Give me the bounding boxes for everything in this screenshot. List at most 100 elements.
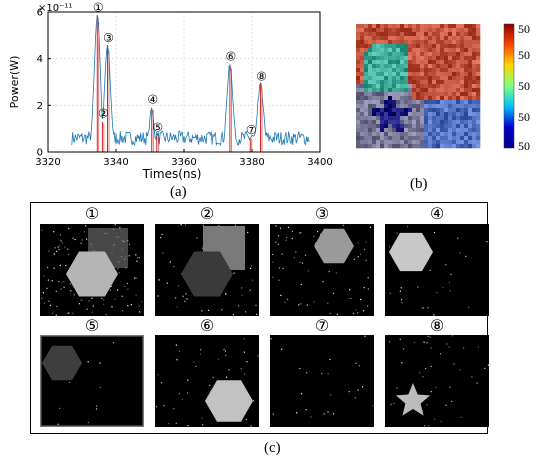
speckle <box>161 233 163 236</box>
heatmap-cell <box>396 92 401 97</box>
speckle <box>127 305 129 307</box>
heatmap-cell <box>464 144 469 149</box>
heatmap-cell <box>428 112 433 117</box>
heatmap-cell <box>444 68 449 73</box>
heatmap-cell <box>396 104 401 109</box>
heatmap-cell <box>432 52 437 57</box>
speckle <box>300 303 302 305</box>
speckle <box>427 335 429 337</box>
heatmap-cell <box>400 136 405 141</box>
heatmap-cell <box>444 96 449 101</box>
speckle <box>321 373 323 375</box>
heatmap-cell <box>380 144 385 149</box>
heatmap-cell <box>424 44 429 49</box>
speckle <box>250 425 252 427</box>
speckle <box>63 286 65 288</box>
heatmap-cell <box>376 132 381 137</box>
heatmap-cell <box>404 32 409 37</box>
heatmap-cell <box>408 48 413 53</box>
chart-signal-trace <box>71 15 310 146</box>
heatmap-cell <box>448 136 453 141</box>
speckle <box>362 386 364 388</box>
heatmap-cell <box>440 112 445 117</box>
heatmap-cell <box>368 28 373 33</box>
speckle <box>187 379 189 381</box>
heatmap-cell <box>456 144 461 149</box>
heatmap-cell <box>472 60 477 65</box>
heatmap-cell <box>392 76 397 81</box>
heatmap-cell <box>444 116 449 121</box>
heatmap-cell <box>384 92 389 97</box>
heatmap-cell <box>408 40 413 45</box>
heatmap-cell <box>400 48 405 53</box>
heatmap-cell <box>384 52 389 57</box>
heatmap-cell <box>436 32 441 37</box>
heatmap-cell <box>432 68 437 73</box>
heatmap-cell <box>460 24 465 29</box>
heatmap-cell <box>448 48 453 53</box>
heatmap-cell <box>416 52 421 57</box>
heatmap-cell <box>412 52 417 57</box>
speckle <box>272 413 274 415</box>
speckle <box>110 285 112 287</box>
heatmap-cell <box>356 76 361 81</box>
heatmap-cell <box>376 84 381 89</box>
heatmap-cell <box>412 40 417 45</box>
speckle <box>422 307 424 309</box>
speckle <box>202 424 204 426</box>
speckle <box>81 239 83 241</box>
heatmap-cell <box>444 44 449 49</box>
heatmap-cell <box>448 100 453 105</box>
speckle <box>175 344 177 346</box>
heatmap-cell <box>476 68 481 73</box>
speckle <box>59 234 61 236</box>
heatmap-cell <box>388 96 393 101</box>
speckle <box>291 237 293 240</box>
speckle <box>272 253 274 256</box>
heatmap-cell <box>388 112 393 117</box>
heatmap-cell <box>408 60 413 65</box>
speckle <box>176 306 178 308</box>
hexagon-shape <box>66 251 118 297</box>
heatmap-cell <box>464 76 469 81</box>
heatmap-cell <box>360 128 365 133</box>
speckle <box>280 294 282 296</box>
heatmap-cell <box>372 52 377 57</box>
tile-label: ① <box>84 204 100 223</box>
heatmap-cell <box>476 112 481 117</box>
heatmap-cell <box>392 136 397 141</box>
heatmap-cell <box>416 92 421 97</box>
heatmap-cell <box>464 140 469 145</box>
heatmap-cell <box>384 68 389 73</box>
heatmap-cell <box>368 144 373 149</box>
heatmap-cell <box>356 144 361 149</box>
heatmap-cell <box>448 24 453 29</box>
speckle <box>424 425 426 427</box>
heatmap-cell <box>432 140 437 145</box>
speckle <box>459 252 461 254</box>
heatmap-cell <box>420 96 425 101</box>
heatmap-cell <box>384 104 389 109</box>
heatmap-cell <box>384 32 389 37</box>
heatmap-cell <box>408 84 413 89</box>
x-tick-label: 3340 <box>103 157 128 168</box>
heatmap-cell <box>372 120 377 125</box>
speckle <box>243 338 245 340</box>
heatmap-cell <box>464 104 469 109</box>
heatmap-cell <box>400 88 405 93</box>
speckle <box>87 361 89 363</box>
heatmap-cell <box>460 40 465 45</box>
heatmap-cell <box>452 52 457 57</box>
heatmap-cell <box>440 116 445 121</box>
heatmap-cell <box>356 136 361 141</box>
heatmap-cell <box>468 136 473 141</box>
speckle <box>348 297 350 300</box>
heatmap-cell <box>452 92 457 97</box>
speckle <box>457 237 459 239</box>
speckle <box>314 242 317 244</box>
speckle <box>241 294 243 296</box>
speckle <box>330 394 332 396</box>
heatmap-cell <box>420 136 425 141</box>
speckle <box>196 237 198 239</box>
heatmap-cell <box>468 48 473 53</box>
